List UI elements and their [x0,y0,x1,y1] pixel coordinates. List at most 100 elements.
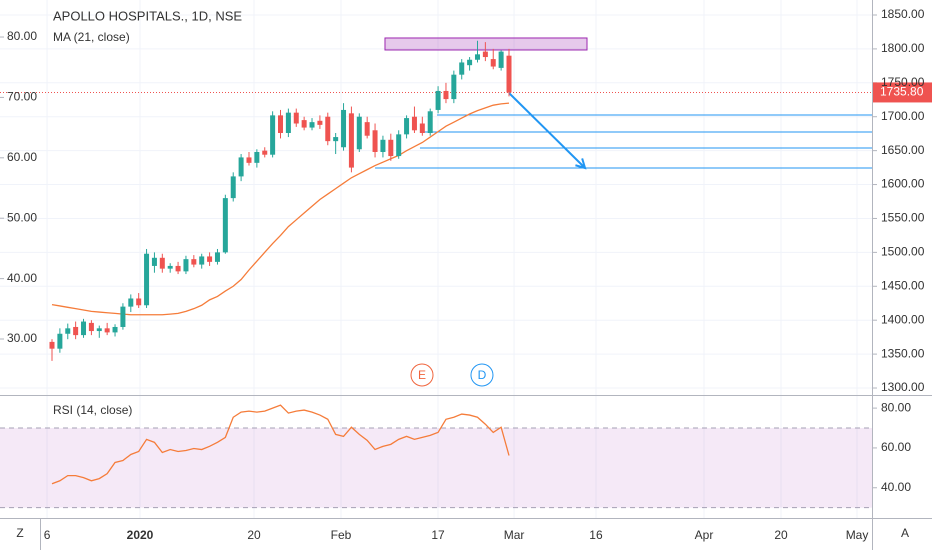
candle-body [419,123,425,134]
button[interactable]: A [901,526,909,540]
candle-body [144,253,150,306]
candle-body [159,257,165,269]
candle-body [214,252,220,262]
ma-line [51,102,510,316]
y-tick-label: 1300.00 [881,380,925,394]
candle-body [411,116,417,131]
candle-body [348,113,354,168]
y-tick-label: 1700.00 [881,109,925,123]
button[interactable]: Z [16,526,23,540]
candle-body [333,137,339,142]
candle-body [167,265,173,269]
x-tick-label: Mar [504,528,525,542]
rectangle-drawing [384,37,588,51]
event-label: D [478,368,487,382]
y-tick-label: 1500.00 [881,245,925,259]
candle-body [443,90,449,100]
marks [0,37,932,485]
labels: APOLLO HOSPITALS., 1D, NSE MA (21, close… [7,7,925,542]
y2-tick-label: 70.00 [7,90,37,104]
candle-body [128,298,134,307]
candle-body [96,328,102,332]
x-tick-label: Apr [695,528,714,542]
candle-body [222,198,228,253]
candle-body [451,74,457,100]
x-tick-label: May [846,528,869,542]
candle-body [254,151,260,163]
candle-body [404,118,410,135]
candle-body [278,115,284,134]
candle-body [238,157,244,177]
candle-body [136,298,142,306]
x-tick-label: 17 [431,528,445,542]
x-tick-label: 2020 [127,528,154,542]
candle-body [65,328,71,334]
candle-body [309,122,315,128]
candle-body [81,321,87,336]
event-label: E [418,368,426,382]
y2-tick-label: 60.00 [7,150,37,164]
y-tick-label: 1450.00 [881,278,925,292]
y-tick-label: 1550.00 [881,211,925,225]
candle-body [459,62,465,75]
x-tick-label: 20 [247,528,261,542]
candle-body [285,112,291,134]
grid [0,0,877,518]
candle-body [325,116,331,142]
candle-body [88,322,94,332]
y-tick-label: 60.00 [881,440,911,454]
candle-body [467,59,473,66]
candle-body [57,333,63,349]
y2-tick-label: 80.00 [7,29,37,43]
arrow-drawing [508,92,587,170]
candle-body [262,150,268,155]
y-tick-label: 1350.00 [881,346,925,360]
y-tick-label: 1600.00 [881,177,925,191]
event-marker [470,363,494,387]
chart-title: APOLLO HOSPITALS., 1D, NSE [53,8,242,23]
candle-body [49,341,55,349]
y-tick-label: 80.00 [881,400,911,414]
candle-body [73,326,79,336]
y2-tick-label: 30.00 [7,331,37,345]
y-tick-label: 1400.00 [881,312,925,326]
x-tick-label: 20 [774,528,788,542]
y-tick-label: 1800.00 [881,41,925,55]
candle-body [293,112,299,124]
candle-body [191,259,197,265]
y2-tick-label: 40.00 [7,271,37,285]
last-price-box [873,82,932,103]
y-tick-label: 1750.00 [881,75,925,89]
candle-body [317,120,323,125]
rsi-band [0,428,872,508]
candle-body [341,109,347,148]
candle-body [506,55,512,93]
candle-body [207,256,213,262]
candle-body [112,326,118,333]
candle-body [270,115,276,155]
last-price-label: 1735.80 [880,85,924,99]
candle-body [356,116,362,150]
candle-body [104,328,110,333]
candle-body [364,122,370,136]
legend-entry: MA (21, close) [53,30,130,44]
rsi-line [51,404,510,485]
candle-body [490,59,496,67]
x-tick-label: Feb [331,528,352,542]
event-marker [410,363,434,387]
candle-body [199,256,205,265]
candle-body [151,257,157,266]
x-tick-label: 16 [589,528,603,542]
candle-body [396,134,402,157]
candle-body [183,259,189,272]
candle-body [482,51,488,58]
candle-body [175,265,181,272]
candle-body [435,90,441,110]
rsi-title: RSI (14, close) [53,403,132,417]
y2-tick-label: 50.00 [7,210,37,224]
candle-body [120,306,126,327]
candle-body [380,139,386,152]
